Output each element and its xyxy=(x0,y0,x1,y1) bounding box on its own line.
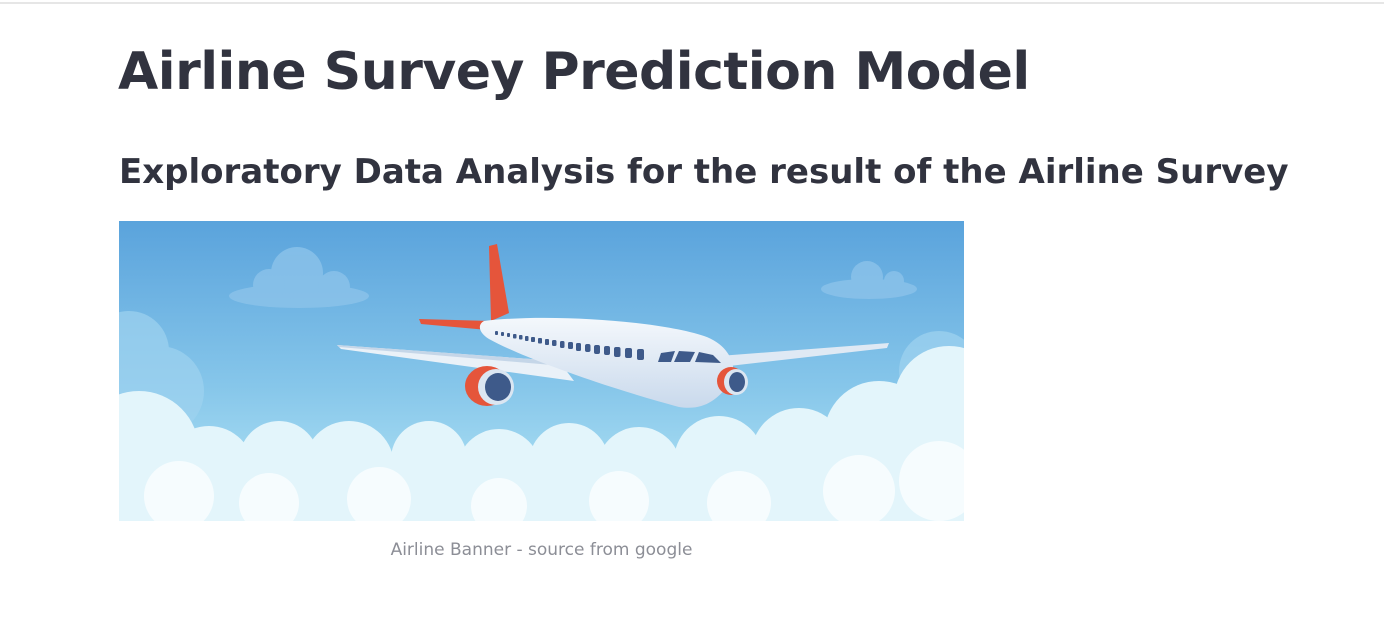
banner-caption: Airline Banner - source from google xyxy=(390,540,693,560)
page-title: Airline Survey Prediction Model xyxy=(118,42,1030,102)
top-divider xyxy=(0,2,1384,4)
airplane-icon xyxy=(119,221,964,521)
airline-banner-image xyxy=(119,221,964,521)
page-subtitle: Exploratory Data Analysis for the result… xyxy=(119,152,1289,192)
